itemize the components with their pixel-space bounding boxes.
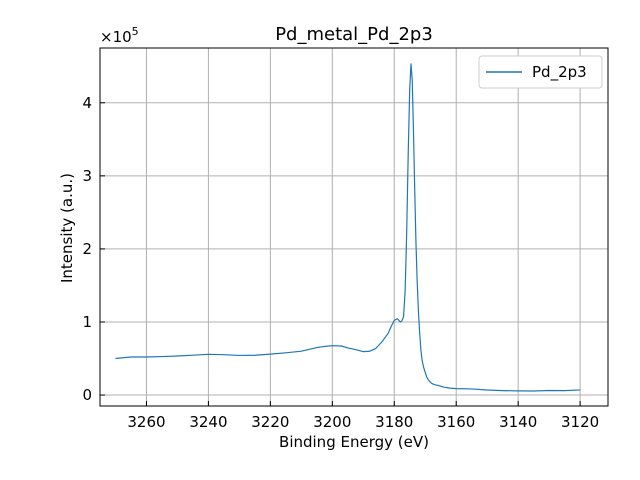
legend: Pd_2p3 (478, 55, 603, 89)
plot-frame (99, 47, 609, 407)
x-tick-label: 3120 (561, 413, 599, 431)
x-tick-label: 3180 (375, 413, 413, 431)
x-tick-label: 3160 (437, 413, 475, 431)
y-multiplier-exponent: 5 (132, 25, 139, 38)
legend-box (478, 55, 603, 89)
y-tick-label: 2 (82, 240, 92, 258)
y-axis-label: Intensity (a.u.) (58, 173, 76, 283)
series-layer (115, 63, 581, 392)
x-tick-label: 3200 (313, 413, 351, 431)
y-multiplier-base: ×10 (100, 28, 132, 46)
y-tick-label: 1 (82, 313, 92, 331)
x-tick-label: 3240 (189, 413, 227, 431)
x-tick-label: 3260 (127, 413, 165, 431)
x-tick-label: 3220 (251, 413, 289, 431)
series-line-Pd_2p3 (115, 63, 581, 392)
y-tick-label: 4 (82, 94, 92, 112)
y-axis-multiplier: ×105 (100, 25, 139, 46)
tick-layer: 3260 3240 3220 3200 3180 3160 3140 3120 0 1 2 3 4 (82, 94, 599, 431)
x-tick-label: 3140 (499, 413, 537, 431)
x-axis-label: Binding Energy (eV) (279, 433, 429, 451)
chart-title: Pd_metal_Pd_2p3 (275, 24, 433, 45)
y-tick-label: 3 (82, 167, 92, 185)
grid-layer (100, 48, 608, 406)
y-tick-label: 0 (82, 386, 92, 404)
legend-label: Pd_2p3 (532, 63, 587, 82)
